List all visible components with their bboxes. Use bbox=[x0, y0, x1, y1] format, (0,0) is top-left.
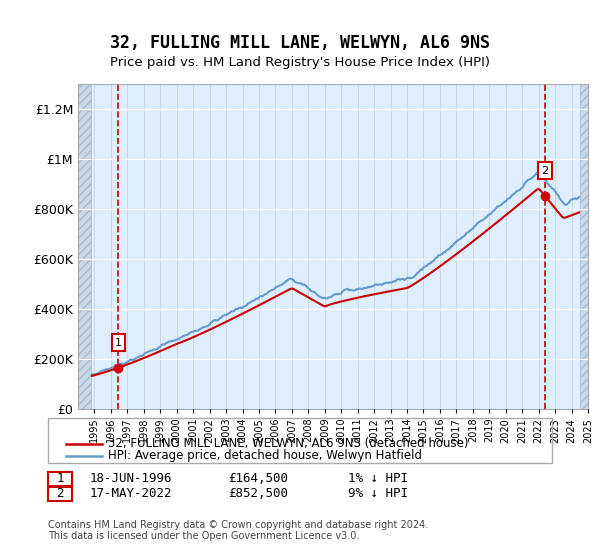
Bar bbox=[580, 84, 588, 409]
Text: £852,500: £852,500 bbox=[228, 487, 288, 501]
Bar bbox=[78, 84, 91, 409]
Text: 1: 1 bbox=[56, 472, 64, 486]
Text: 1: 1 bbox=[115, 338, 122, 348]
Text: Price paid vs. HM Land Registry's House Price Index (HPI): Price paid vs. HM Land Registry's House … bbox=[110, 56, 490, 69]
Text: 2: 2 bbox=[541, 166, 548, 176]
Text: HPI: Average price, detached house, Welwyn Hatfield: HPI: Average price, detached house, Welw… bbox=[108, 449, 422, 463]
Text: 1% ↓ HPI: 1% ↓ HPI bbox=[348, 472, 408, 486]
Text: 32, FULLING MILL LANE, WELWYN, AL6 9NS (detached house): 32, FULLING MILL LANE, WELWYN, AL6 9NS (… bbox=[108, 437, 469, 450]
Text: £164,500: £164,500 bbox=[228, 472, 288, 486]
Text: 18-JUN-1996: 18-JUN-1996 bbox=[90, 472, 173, 486]
Text: 9% ↓ HPI: 9% ↓ HPI bbox=[348, 487, 408, 501]
Text: 32, FULLING MILL LANE, WELWYN, AL6 9NS: 32, FULLING MILL LANE, WELWYN, AL6 9NS bbox=[110, 34, 490, 52]
Text: Contains HM Land Registry data © Crown copyright and database right 2024.
This d: Contains HM Land Registry data © Crown c… bbox=[48, 520, 428, 542]
Text: 17-MAY-2022: 17-MAY-2022 bbox=[90, 487, 173, 501]
Text: 2: 2 bbox=[56, 487, 64, 501]
